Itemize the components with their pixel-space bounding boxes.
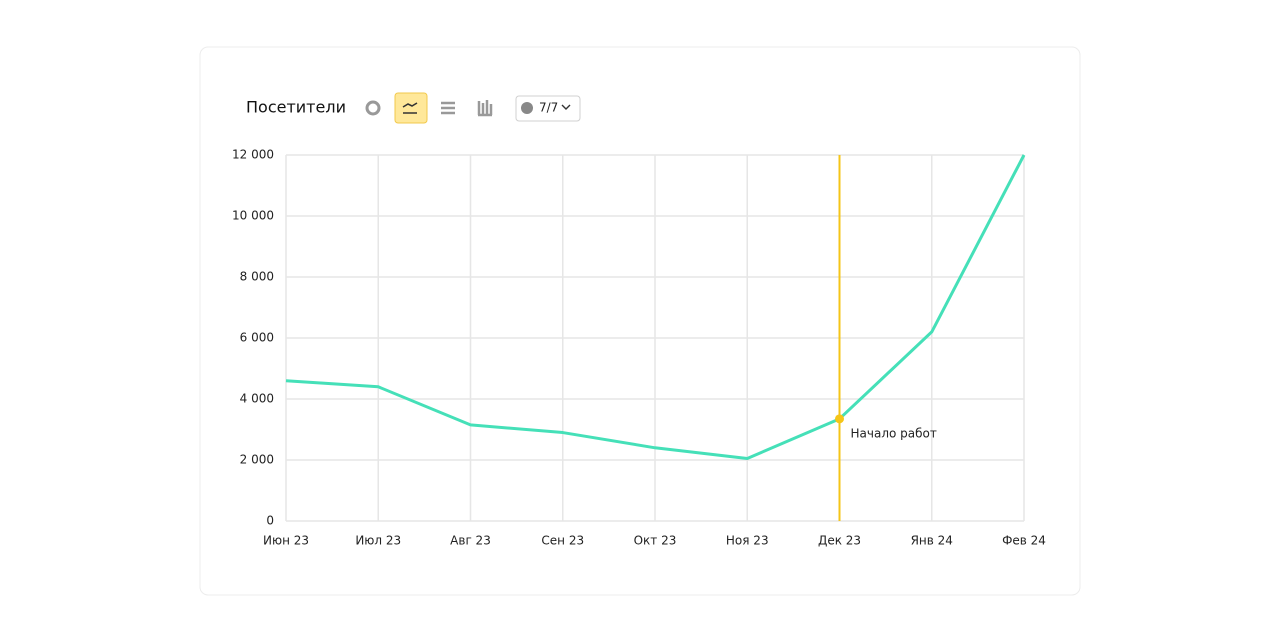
y-tick-label: 8 000 [240,270,274,284]
annotation-label: Начало работ [851,426,937,440]
x-tick-label: Фев 24 [1002,534,1046,548]
x-tick-label: Дек 23 [818,534,861,548]
bar-icon[interactable] [477,100,493,117]
segments-dropdown[interactable]: 7/7 [515,95,581,122]
x-tick-label: Сен 23 [541,534,584,548]
area-icon[interactable] [441,101,455,115]
x-tick-label: Окт 23 [634,534,677,548]
line-icon[interactable] [394,92,428,124]
series-line [285,154,1026,460]
pie-icon[interactable] [365,100,381,116]
y-tick-label: 2 000 [240,453,274,467]
x-tick-label: Июл 23 [355,534,401,548]
y-tick-label: 4 000 [240,392,274,406]
y-tick-label: 10 000 [232,209,274,223]
x-tick-label: Ноя 23 [726,534,769,548]
x-tick-label: Июн 23 [263,534,309,548]
x-tick-label: Янв 24 [911,534,953,548]
card [199,46,1081,596]
y-tick-label: 0 [266,514,274,528]
y-tick-label: 6 000 [240,331,274,345]
annotation-point [835,414,844,424]
segments-count: 7/7 [539,101,558,115]
x-tick-label: Авг 23 [450,534,491,548]
chart-title: Посетители [246,98,346,117]
y-tick-label: 12 000 [232,148,274,162]
